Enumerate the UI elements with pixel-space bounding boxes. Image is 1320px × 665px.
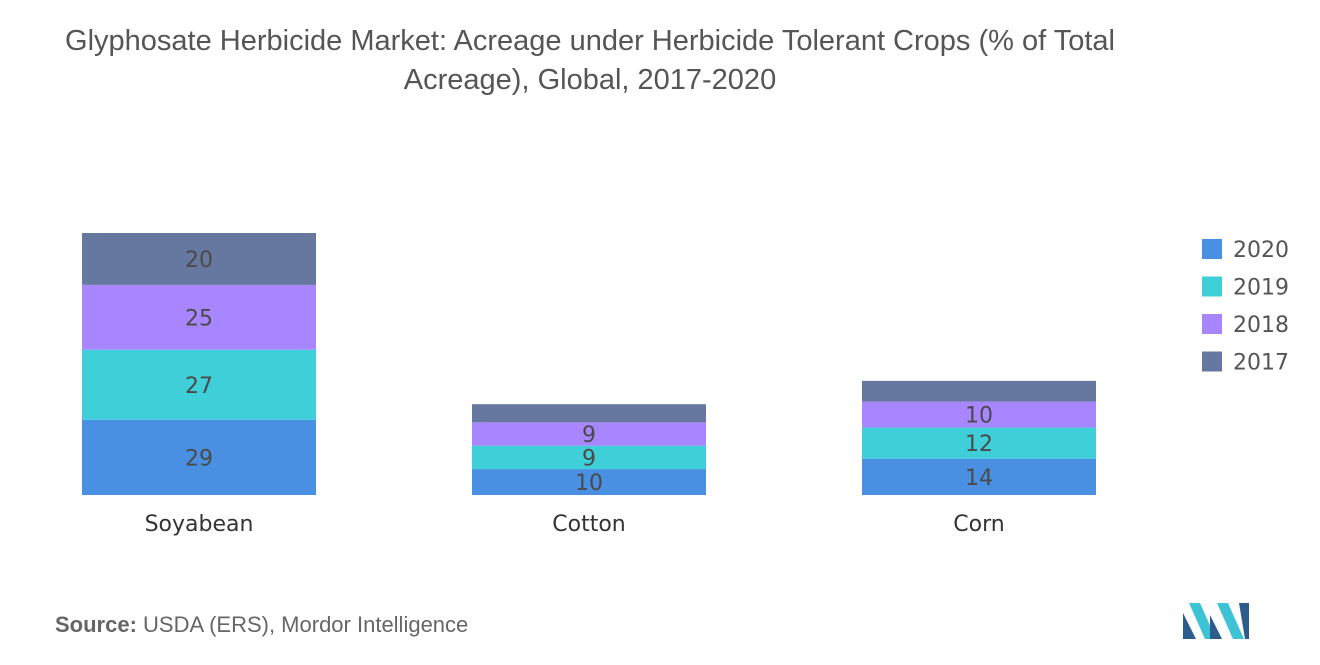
data-label-soyabean-2020: 29 (185, 446, 213, 471)
data-label-soyabean-2017: 20 (185, 248, 213, 273)
bar-corn-2020 (862, 458, 1096, 495)
legend-swatch-2018 (1202, 314, 1222, 334)
data-label-soyabean-2019: 27 (185, 374, 213, 399)
source-note: Source: USDA (ERS), Mordor Intelligence (55, 612, 468, 638)
legend-label-2018: 2018 (1233, 313, 1289, 338)
stacked-bar-chart: 29272520Soyabean1099Cotton141210Corn2020… (82, 233, 1289, 537)
chart-title-line-1: Glyphosate Herbicide Market: Acreage und… (65, 25, 1115, 57)
data-label-corn-2018: 10 (965, 404, 993, 429)
source-label: Source: (55, 612, 137, 637)
legend-swatch-2019 (1202, 276, 1222, 297)
bar-soyabean-2020 (82, 419, 316, 495)
data-label-corn-2019: 12 (965, 432, 993, 457)
bar-corn-2017 (862, 380, 1096, 402)
bar-cotton-2017 (472, 404, 706, 423)
legend-label-2019: 2019 (1233, 276, 1289, 301)
source-text: USDA (ERS), Mordor Intelligence (143, 612, 469, 637)
data-label-soyabean-2018: 25 (185, 306, 213, 331)
data-label-cotton-2018: 9 (582, 423, 596, 448)
bar-soyabean-2018 (82, 284, 316, 350)
bar-cotton-2019 (472, 445, 706, 470)
bar-soyabean-2019 (82, 349, 316, 420)
mordor-intelligence-logo-icon (1183, 603, 1249, 639)
legend: 2020 2019 2018 2017 (1202, 238, 1289, 376)
bar-cotton-2018 (472, 422, 706, 446)
legend-swatch-2017 (1202, 351, 1222, 372)
bar-corn-2018 (862, 401, 1096, 428)
category-label-corn: Corn (953, 512, 1004, 537)
data-label-corn-2020: 14 (965, 466, 993, 491)
bar-cotton-2020 (472, 469, 706, 495)
data-label-cotton-2019: 9 (582, 446, 596, 471)
chart-title: Glyphosate Herbicide Market: Acreage und… (0, 22, 1180, 100)
legend-swatch-2020 (1202, 239, 1222, 259)
data-label-cotton-2020: 10 (575, 471, 603, 496)
category-label-cotton: Cotton (552, 512, 625, 537)
bar-corn-2019 (862, 427, 1096, 459)
category-label-soyabean: Soyabean (145, 512, 254, 537)
legend-label-2020: 2020 (1233, 238, 1289, 263)
legend-label-2017: 2017 (1233, 351, 1289, 376)
bar-soyabean-2017 (82, 233, 316, 285)
chart-title-line-2: Acreage), Global, 2017-2020 (403, 64, 777, 96)
